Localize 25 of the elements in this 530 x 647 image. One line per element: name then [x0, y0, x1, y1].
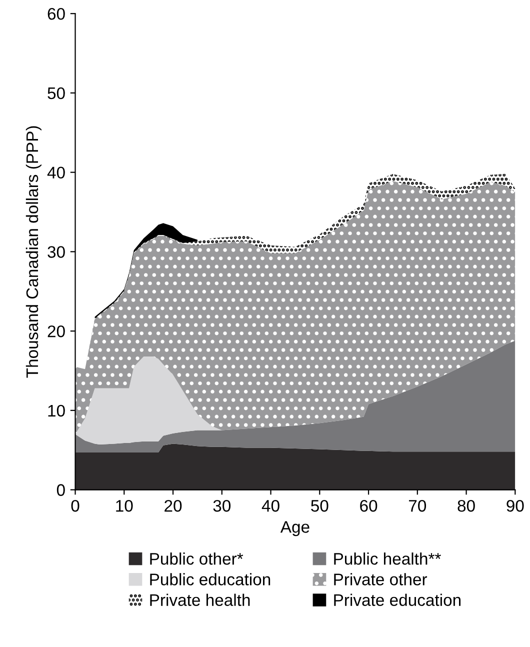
x-tick-label: 40 [262, 500, 280, 512]
x-tick-label: 20 [164, 500, 182, 512]
y-tick-label: 40 [47, 166, 65, 179]
x-tick-label: 70 [408, 500, 426, 512]
legend-label: Private health [150, 594, 250, 606]
y-tick-label: 50 [48, 87, 65, 100]
legend-label: Public other* [150, 552, 244, 565]
y-axis-title: Thousand Canadian dollars (PPP) [26, 126, 42, 378]
x-tick-label: 50 [311, 500, 328, 512]
x-tick-label: 0 [71, 500, 80, 512]
x-tick-label: 30 [213, 500, 231, 512]
legend-label: Private other [334, 573, 428, 586]
y-tick-label: 0 [56, 484, 65, 496]
y-tick-label: 20 [48, 325, 65, 338]
y-tick-label: 10 [48, 404, 65, 417]
x-tick-label: 90 [506, 500, 524, 512]
y-tick-label: 30 [48, 246, 65, 258]
legend-label: Private education [334, 594, 461, 606]
legend-label: Public health** [334, 552, 441, 565]
x-tick-label: 80 [458, 500, 475, 512]
x-tick-label: 10 [116, 500, 133, 512]
y-tick-label: 60 [48, 8, 65, 20]
x-axis-title: Age [280, 521, 310, 536]
legend-label: Public education [150, 573, 270, 586]
x-tick-label: 60 [360, 500, 378, 512]
